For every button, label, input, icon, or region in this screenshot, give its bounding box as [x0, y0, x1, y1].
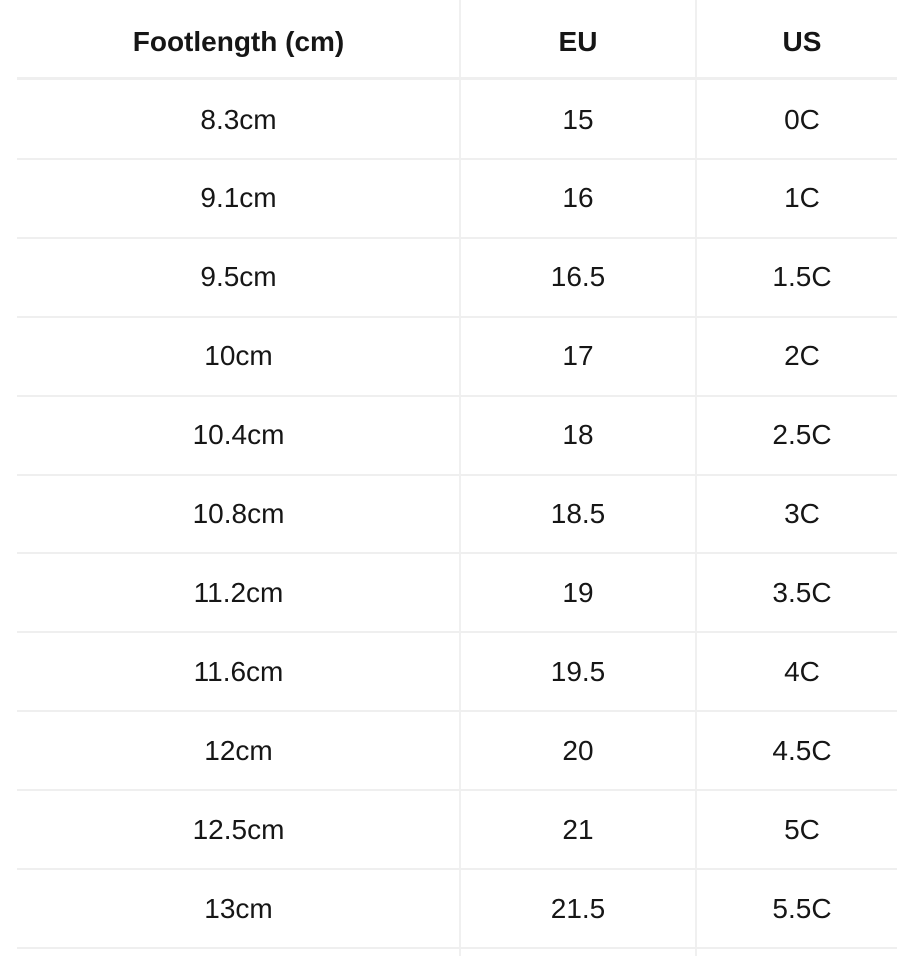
row-divider: [17, 552, 897, 555]
header-divider: [17, 77, 897, 80]
table-cell: 9.1cm: [200, 182, 277, 214]
table-cell: 10.8cm: [192, 498, 285, 529]
table-cell: 9.5cm: [200, 261, 277, 293]
row-divider: [17, 473, 897, 476]
table-cell: 19.5: [550, 655, 606, 687]
header-cell: US: [782, 25, 822, 57]
table-cell: 2.5C: [772, 419, 832, 451]
table-cell: 3.5C: [772, 576, 832, 608]
table-cell: 8.3cm: [200, 103, 277, 135]
row-divider: [17, 868, 897, 870]
table-cell: 10.4cm: [192, 419, 285, 451]
table-cell: 4.5C: [772, 734, 832, 766]
table-cell: 15: [562, 103, 594, 135]
header-cell: EU: [558, 25, 598, 57]
row-divider: [17, 394, 897, 397]
row-divider: [17, 157, 897, 160]
table-cell: 11.2cm: [193, 576, 284, 608]
row-divider: [17, 946, 897, 949]
row-divider: [17, 631, 897, 634]
table-cell: 2C: [784, 340, 820, 372]
header-cell: Footlength (cm): [132, 25, 345, 57]
table-cell: 21: [562, 813, 594, 845]
table-cell: 11.6cm: [193, 655, 284, 687]
table-cell: 18.5: [550, 498, 606, 529]
table-cell: 0C: [784, 103, 820, 135]
table-cell: 3C: [784, 498, 820, 529]
table-cell: 17: [562, 340, 594, 372]
table-cell: 1C: [784, 182, 820, 214]
table-cell: 20: [562, 734, 594, 766]
row-divider: [17, 710, 897, 713]
table-cell: 16.5: [550, 261, 606, 293]
table-cell: 1.5C: [772, 261, 832, 293]
table-cell: 4C: [784, 655, 820, 687]
table-cell: 21.5: [550, 892, 606, 924]
table-cell: 19: [562, 576, 594, 608]
column-divider: [459, 0, 461, 956]
table-cell: 12.5cm: [192, 813, 285, 845]
row-divider: [17, 789, 897, 792]
table-cell: 5C: [784, 813, 820, 845]
table-cell: 18: [562, 419, 594, 451]
table-cell: 16: [562, 182, 594, 214]
row-divider: [17, 236, 897, 239]
row-divider: [17, 315, 897, 318]
column-divider: [695, 0, 697, 956]
table-cell: 5.5C: [772, 892, 832, 924]
table-cell: 12cm: [204, 734, 273, 766]
table-cell: 10cm: [204, 340, 273, 372]
table-cell: 13cm: [204, 892, 273, 924]
